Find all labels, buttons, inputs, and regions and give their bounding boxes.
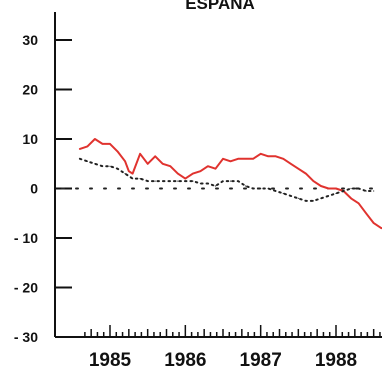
series-point-solid xyxy=(327,187,330,190)
series-point-dotted xyxy=(312,200,314,202)
series-point-dotted xyxy=(214,185,217,187)
series-point-dotted xyxy=(305,200,307,202)
series-point-dotted xyxy=(169,180,171,182)
series-point-dotted xyxy=(154,180,156,182)
series-point-dotted xyxy=(139,178,141,180)
series-point-dotted xyxy=(109,165,111,167)
series-point-solid xyxy=(147,163,149,165)
y-tick-label: - 20 xyxy=(14,280,38,296)
series-point-solid xyxy=(109,143,111,145)
series-point-solid xyxy=(116,150,119,152)
x-tick-label: 1988 xyxy=(315,350,357,369)
y-tick-label: - 10 xyxy=(14,230,38,246)
series-point-dotted xyxy=(124,173,126,175)
series-point-solid xyxy=(128,170,130,172)
series-point-solid xyxy=(297,168,299,170)
series-point-dotted xyxy=(267,187,269,190)
series-point-solid xyxy=(305,173,307,175)
series-point-dotted xyxy=(184,180,186,182)
x-tick-label: 1987 xyxy=(240,350,282,369)
y-tick-label: 0 xyxy=(30,181,38,197)
series-point-dotted xyxy=(252,187,254,190)
series-point-solid xyxy=(207,165,209,167)
series-point-solid xyxy=(162,163,164,165)
series-point-dotted xyxy=(335,192,337,195)
series-point-dotted xyxy=(192,180,194,182)
series-point-solid xyxy=(79,148,81,150)
series-point-solid xyxy=(320,185,322,187)
series-point-solid xyxy=(275,155,277,157)
series-point-solid xyxy=(184,178,186,180)
series-point-dotted xyxy=(132,178,134,180)
series-point-solid xyxy=(335,187,337,190)
series-point-dotted xyxy=(199,182,201,185)
series-point-dotted xyxy=(260,187,262,190)
series-point-solid xyxy=(124,160,126,162)
series-point-solid xyxy=(229,160,232,162)
series-point-dotted xyxy=(162,180,164,182)
series-point-dotted xyxy=(86,160,88,162)
series-point-solid xyxy=(245,158,247,160)
y-tick-label: 30 xyxy=(22,32,38,48)
series-point-solid xyxy=(199,170,201,172)
series-point-solid xyxy=(169,165,171,167)
series-point-solid xyxy=(139,153,141,155)
series-point-solid xyxy=(282,158,284,160)
series-point-dotted xyxy=(245,185,247,187)
series-line-dotted xyxy=(78,157,375,202)
series-point-dotted xyxy=(237,180,239,182)
series-point-solid xyxy=(260,153,262,155)
series-point-solid xyxy=(350,197,352,199)
x-tick-label: 1985 xyxy=(89,350,132,369)
y-tick-label: 10 xyxy=(22,131,38,147)
series-point-solid xyxy=(237,158,239,160)
series-point-dotted xyxy=(350,187,352,190)
x-tick-label: 1986 xyxy=(164,350,206,369)
series-point-solid xyxy=(86,145,88,148)
series-point-solid xyxy=(132,173,134,175)
series-point-solid xyxy=(101,143,104,145)
series-point-dotted xyxy=(358,187,360,190)
series-point-dotted xyxy=(365,190,367,192)
series-point-solid xyxy=(373,222,375,224)
series-point-dotted xyxy=(297,197,299,199)
series-point-solid xyxy=(177,173,179,175)
y-tick-label: 20 xyxy=(22,82,38,98)
series-point-solid xyxy=(154,155,156,157)
series-point-solid xyxy=(358,202,360,204)
series-point-dotted xyxy=(79,158,81,160)
series-point-dotted xyxy=(147,180,149,182)
series-layer xyxy=(78,138,382,230)
series-point-solid xyxy=(312,180,314,182)
axes xyxy=(54,12,382,338)
series-point-dotted xyxy=(282,192,284,195)
chart-title: ESPANA xyxy=(185,0,255,13)
series-point-dotted xyxy=(116,168,119,170)
tick-labels: 30 20 10 0 - 10 - 20 - 30 1985 1986 1987 1988 xyxy=(14,32,357,369)
series-point-dotted xyxy=(94,163,96,165)
series-point-solid xyxy=(267,155,269,157)
series-point-dotted xyxy=(320,197,322,199)
series-point-dotted xyxy=(222,180,224,182)
series-point-solid xyxy=(252,158,254,160)
series-point-dotted xyxy=(177,180,179,182)
series-point-dotted xyxy=(229,180,232,182)
series-point-solid xyxy=(290,163,292,165)
series-point-dotted xyxy=(327,195,330,197)
y-tick-label: - 30 xyxy=(14,329,38,345)
series-point-solid xyxy=(214,168,217,170)
series-point-dotted xyxy=(101,165,104,167)
series-point-solid xyxy=(192,173,194,175)
series-point-dotted xyxy=(373,190,375,192)
series-point-solid xyxy=(222,158,224,160)
series-point-dotted xyxy=(342,190,345,192)
series-point-solid xyxy=(365,212,367,214)
series-line-solid xyxy=(78,138,382,230)
series-point-dotted xyxy=(275,190,277,192)
series-point-dotted xyxy=(290,195,292,197)
series-point-solid xyxy=(94,138,96,140)
series-point-dotted xyxy=(207,182,209,185)
